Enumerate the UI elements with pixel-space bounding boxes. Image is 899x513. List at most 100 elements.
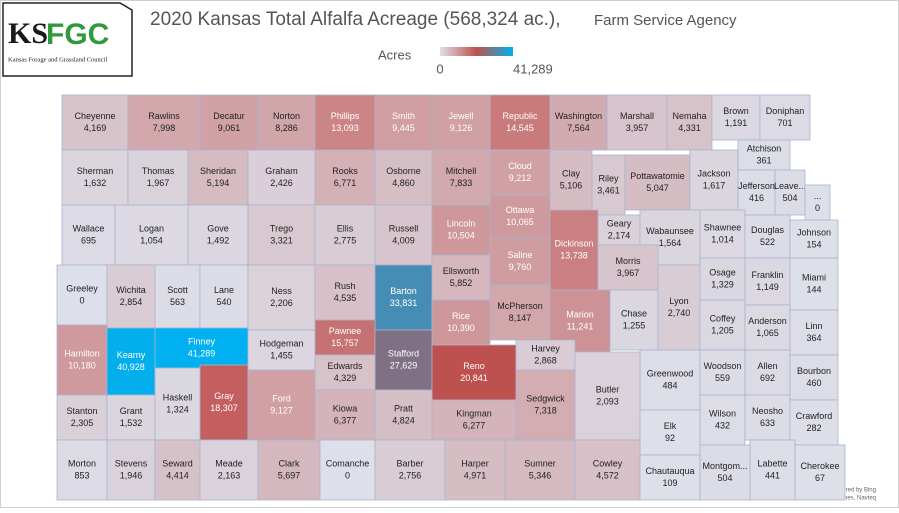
county-value: 4,971	[464, 470, 487, 480]
county	[314, 389, 376, 441]
county	[61, 94, 129, 151]
county-value: 154	[806, 239, 821, 249]
legend-tick-label: 41,289	[513, 61, 553, 76]
county-value: 0	[79, 295, 84, 305]
county-value: 540	[216, 297, 231, 307]
county	[247, 204, 316, 266]
county-name: Haskell	[163, 392, 193, 402]
county	[374, 149, 433, 206]
county	[744, 304, 791, 351]
county-name: Hamilton	[64, 348, 100, 358]
county-name: Gray	[214, 391, 234, 401]
county	[489, 94, 551, 151]
county-value: 559	[715, 373, 730, 383]
county-name: Decatur	[213, 111, 245, 121]
county-name: Jackson	[697, 168, 730, 178]
county-name: Chautauqua	[645, 466, 694, 476]
county	[744, 394, 791, 441]
county-value: 701	[777, 118, 792, 128]
county-value: 2,775	[334, 235, 357, 245]
county-name: ...	[814, 191, 822, 201]
county	[199, 264, 249, 329]
county	[699, 349, 746, 396]
county-value: 18,307	[210, 403, 238, 413]
county-value: 441	[765, 470, 780, 480]
county-value: 2,163	[218, 470, 241, 480]
county-value: 2,305	[71, 418, 94, 428]
county-name: Coffey	[710, 313, 736, 323]
county-value: 7,998	[153, 123, 176, 133]
county	[789, 399, 839, 446]
county	[374, 94, 433, 151]
county-name: Crawford	[796, 411, 833, 421]
county-value: 5,106	[560, 180, 583, 190]
county-value: 504	[717, 473, 732, 483]
county-value: 1,205	[711, 325, 734, 335]
county-value: 11,241	[567, 321, 594, 331]
county	[314, 204, 376, 266]
county-name: Douglas	[751, 225, 785, 235]
county	[666, 94, 713, 151]
county-value: 2,426	[270, 178, 293, 188]
county-name: Wilson	[709, 408, 736, 418]
county-value: 92	[665, 433, 675, 443]
county-value: 1,492	[207, 235, 230, 245]
county	[374, 389, 433, 441]
county-name: Rush	[334, 281, 355, 291]
county-value: 9,212	[509, 173, 532, 183]
county	[187, 149, 249, 206]
county-value: 853	[74, 470, 89, 480]
county-value: 41,289	[188, 348, 216, 358]
county-name: Cheyenne	[74, 111, 115, 121]
county-name: Pratt	[394, 403, 414, 413]
county-name: Harvey	[531, 343, 560, 353]
county-value: 692	[760, 373, 775, 383]
county-name: Marshall	[620, 111, 654, 121]
county-name: Montgom...	[702, 461, 747, 471]
county-name: Harper	[461, 458, 489, 468]
county	[639, 349, 701, 411]
county-name: Leave...	[774, 181, 806, 191]
county-name: Kearny	[117, 350, 146, 360]
county	[699, 209, 746, 259]
subtitle: Farm Service Agency	[594, 12, 737, 29]
county	[154, 327, 249, 369]
county-name: Phillips	[331, 111, 360, 121]
county-name: Labette	[757, 458, 787, 468]
county	[374, 264, 433, 331]
county-name: Comanche	[326, 458, 370, 468]
county-name: Stanton	[66, 406, 97, 416]
county-name: Mitchell	[446, 166, 477, 176]
county-name: Logan	[139, 223, 164, 233]
county-value: 144	[806, 284, 821, 294]
county-name: Johnson	[797, 227, 831, 237]
county	[431, 299, 491, 346]
county-name: Rooks	[332, 166, 358, 176]
county	[431, 149, 491, 206]
county-value: 5,852	[450, 278, 473, 288]
county-name: Riley	[598, 173, 619, 183]
county-name: Neosho	[752, 406, 783, 416]
county-name: Saline	[507, 250, 532, 260]
county	[247, 149, 316, 206]
county	[319, 439, 376, 501]
county-name: Russell	[389, 223, 419, 233]
county-name: Lane	[214, 285, 234, 295]
county-name: Cowley	[593, 458, 623, 468]
logo-mark-right: FGC	[46, 18, 109, 51]
county-value: 460	[806, 378, 821, 388]
county-name: Morton	[68, 458, 96, 468]
county-name: Lincoln	[447, 218, 476, 228]
county-name: Nemaha	[672, 111, 706, 121]
county-name: Pottawatomie	[630, 171, 685, 181]
county	[489, 149, 551, 196]
copyright: © GeoNames, Navteq	[817, 495, 876, 502]
county	[624, 154, 691, 211]
county	[574, 439, 641, 501]
county-name: Woodson	[704, 361, 742, 371]
county	[56, 439, 108, 501]
county-name: Wabaunsee	[646, 226, 694, 236]
county-value: 10,180	[68, 360, 96, 370]
county-value: 109	[662, 478, 677, 488]
